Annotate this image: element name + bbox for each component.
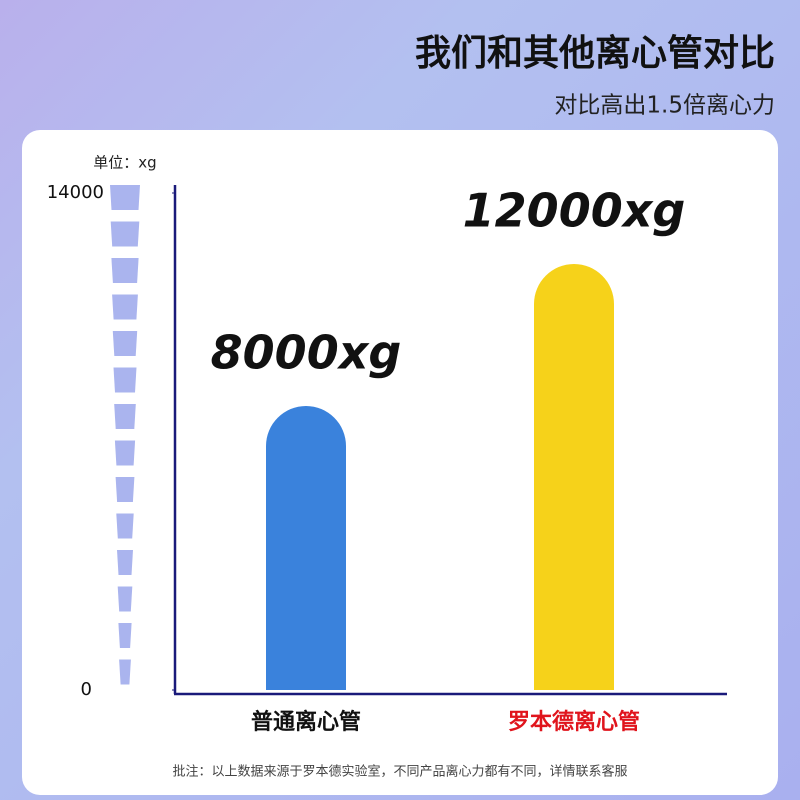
scale-block xyxy=(117,586,133,612)
scale-block xyxy=(110,221,140,247)
scale-block xyxy=(112,294,138,320)
chart-title: 我们和其他离心管对比 xyxy=(415,33,775,74)
chart-subtitle: 对比高出1.5倍离心力 xyxy=(554,93,775,119)
bar xyxy=(534,264,614,690)
value-label: 12000xg xyxy=(463,184,686,238)
x-tick-label: 罗本德离心管 xyxy=(508,709,640,735)
y-tick-label: 0 xyxy=(81,679,92,700)
scale-block xyxy=(118,623,132,648)
scale-block xyxy=(119,659,131,685)
value-label: 8000xg xyxy=(211,326,402,380)
scale-block xyxy=(114,440,136,466)
scale-block xyxy=(112,331,138,356)
y-tick-label: 14000 xyxy=(47,182,104,203)
x-tick-label: 普通离心管 xyxy=(251,709,361,735)
scale-block xyxy=(116,513,134,539)
scale-block xyxy=(110,185,140,210)
footnote: 批注：以上数据来源于罗本德实验室，不同产品离心力都有不同，详情联系客服 xyxy=(172,764,627,780)
scale-block xyxy=(111,258,139,283)
y-unit: 单位：xg xyxy=(93,154,156,172)
scale-block xyxy=(117,550,133,575)
scale-block xyxy=(113,367,137,393)
bar xyxy=(266,406,346,690)
scale-block xyxy=(114,404,136,429)
scale-block xyxy=(115,477,135,502)
